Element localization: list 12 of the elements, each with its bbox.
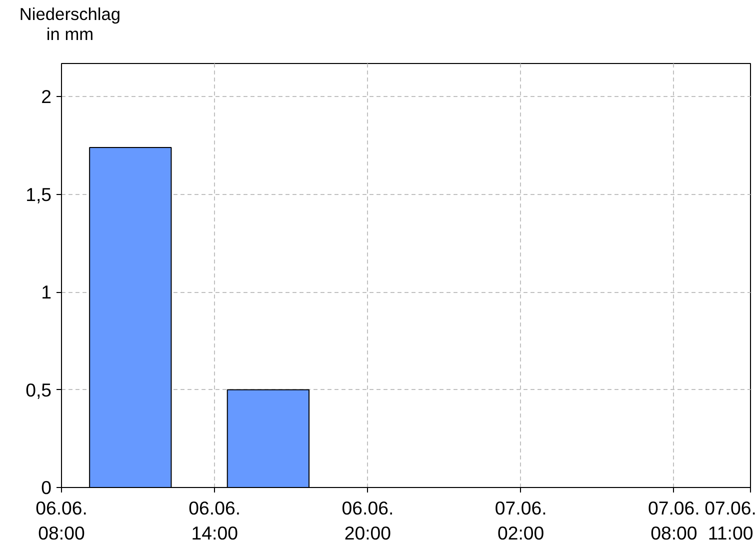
x-tick-label: 06.06. 08:00 [36, 498, 88, 544]
y-tick-label: 1 [41, 282, 52, 303]
y-tick-label: 2 [41, 86, 52, 108]
y-tick-label: 0,5 [26, 379, 52, 400]
x-tick-label: 06.06. 14:00 [188, 498, 241, 544]
y-tick-label: 1,5 [26, 184, 52, 205]
x-tick-label: 07.06. 11:00 [704, 498, 756, 544]
x-tick-label: 06.06. 20:00 [342, 498, 394, 544]
x-tick-label: 07.06. 08:00 [648, 498, 700, 544]
y-axis-title: Niederschlag in mm [19, 4, 121, 45]
y-tick-label: 0 [41, 477, 52, 498]
x-tick-label: 07.06. 02:00 [494, 498, 547, 544]
